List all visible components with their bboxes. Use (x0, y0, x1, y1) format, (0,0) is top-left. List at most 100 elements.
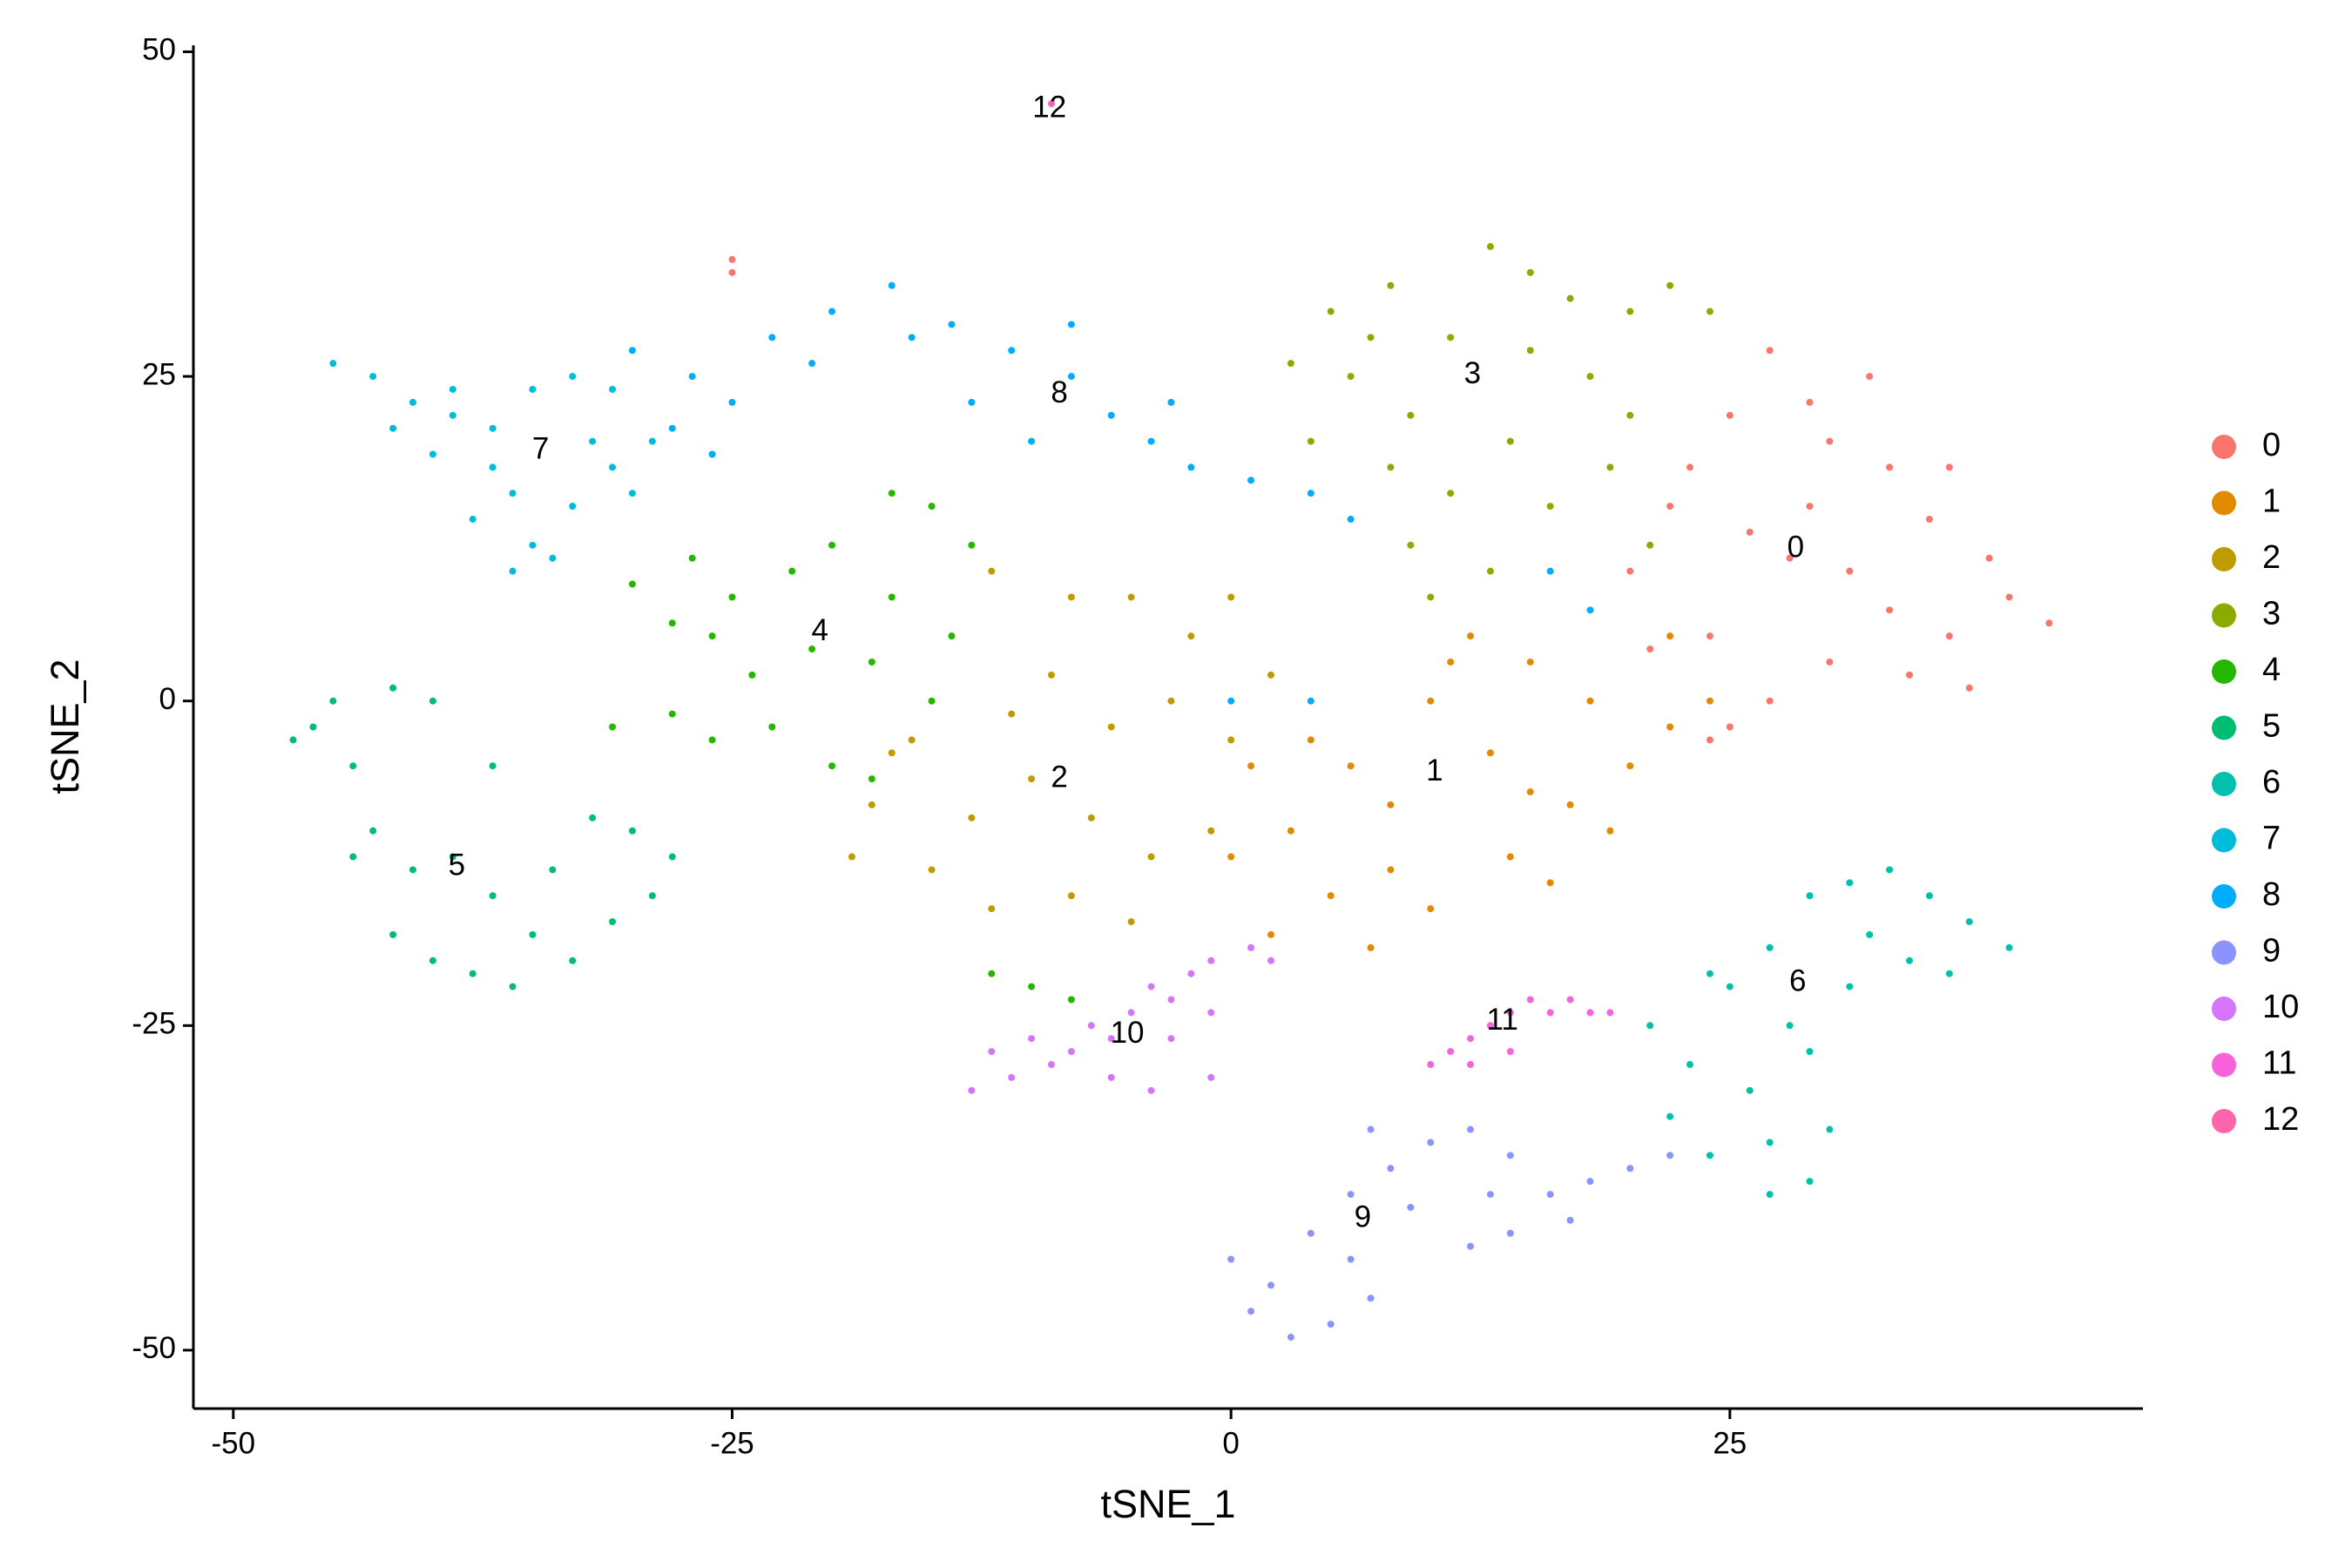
legend-label: 6 (2262, 764, 2281, 801)
point (808, 645, 816, 653)
point (1187, 632, 1195, 640)
point (529, 930, 537, 938)
point (1586, 697, 1594, 705)
legend-label: 5 (2262, 708, 2281, 745)
point (648, 437, 656, 445)
legend-swatch (2212, 490, 2236, 516)
point (1945, 463, 1953, 471)
point (1067, 593, 1075, 601)
point (1167, 1035, 1175, 1043)
point (1028, 1035, 1036, 1043)
legend-label: 8 (2262, 876, 2281, 913)
point (768, 723, 776, 731)
point (968, 1086, 976, 1094)
point (1626, 762, 1634, 770)
point (569, 373, 577, 381)
point (429, 450, 436, 458)
cluster-label: 2 (1051, 760, 1067, 794)
y-tick-label: 50 (142, 33, 176, 67)
point (1965, 918, 1973, 926)
point (1467, 1061, 1475, 1069)
point (1546, 1009, 1554, 1017)
point (489, 892, 497, 900)
point (1686, 463, 1694, 471)
point (1447, 334, 1455, 341)
point (1008, 1073, 1016, 1081)
point (1945, 970, 1953, 977)
point (329, 697, 337, 705)
point (808, 360, 816, 368)
cluster-label: 8 (1051, 375, 1067, 409)
point (1227, 736, 1235, 744)
point (968, 398, 976, 406)
point (469, 516, 476, 524)
point (628, 490, 636, 497)
point (1347, 516, 1355, 524)
point (2005, 943, 2013, 951)
point (768, 334, 776, 341)
point (1447, 490, 1455, 497)
point (1307, 437, 1315, 445)
point (1367, 1125, 1375, 1133)
point (349, 853, 357, 861)
point (628, 580, 636, 588)
point (628, 827, 636, 835)
point (529, 385, 537, 393)
point (708, 450, 716, 458)
point (1806, 1178, 1814, 1186)
point (668, 424, 676, 432)
point (429, 956, 436, 964)
point (988, 567, 996, 575)
point (1925, 516, 1933, 524)
point (429, 697, 436, 705)
point (1606, 463, 1614, 471)
legend-label: 3 (2262, 596, 2281, 632)
point (549, 866, 557, 874)
point (988, 970, 996, 977)
point (668, 853, 676, 861)
point (848, 853, 855, 861)
point (1486, 1191, 1494, 1199)
point (1087, 814, 1095, 821)
point (908, 334, 916, 341)
point (1067, 373, 1075, 381)
y-axis-title: tSNE_2 (43, 659, 87, 794)
legend-swatch (2212, 884, 2236, 909)
legend-label: 12 (2262, 1101, 2299, 1138)
legend-swatch (2212, 997, 2236, 1021)
y-tick-label: 25 (142, 357, 176, 391)
point (1107, 1073, 1115, 1081)
point (1606, 1009, 1614, 1017)
point (1147, 983, 1155, 990)
point (609, 723, 617, 731)
point (389, 930, 397, 938)
point (1327, 892, 1335, 900)
point (1486, 1022, 1494, 1030)
point (1028, 437, 1036, 445)
point (1107, 1035, 1115, 1043)
point (1247, 1308, 1255, 1315)
point (1147, 853, 1155, 861)
point (968, 814, 976, 821)
point (1387, 866, 1395, 874)
cluster-label: 3 (1464, 356, 1481, 390)
point (1826, 658, 1834, 666)
point (1646, 1022, 1654, 1030)
point (1486, 749, 1494, 757)
point (1766, 1191, 1774, 1199)
point (1786, 554, 1794, 562)
point (1367, 943, 1375, 951)
x-axis-title: tSNE_1 (1100, 1482, 1235, 1526)
point (1367, 334, 1375, 341)
point (529, 541, 537, 549)
legend-swatch (2212, 715, 2236, 740)
legend-label: 0 (2262, 427, 2281, 463)
point (1726, 723, 1734, 731)
point (1666, 281, 1674, 289)
point (289, 736, 297, 744)
point (1766, 347, 1774, 355)
point (1387, 1165, 1395, 1173)
point (349, 762, 357, 770)
point (1067, 892, 1075, 900)
